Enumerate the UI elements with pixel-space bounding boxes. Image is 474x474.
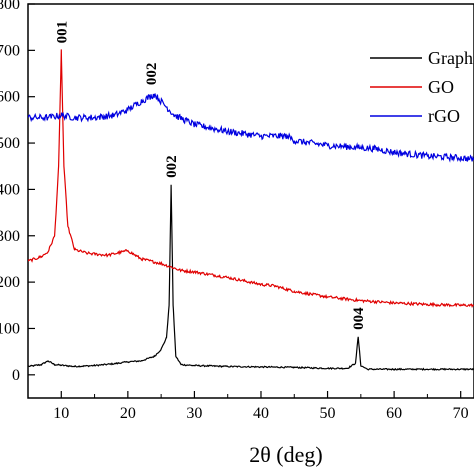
- series-line-graphite: [28, 184, 474, 371]
- y-tick-label: 0: [12, 367, 20, 384]
- peak-label-004: 004: [351, 307, 367, 330]
- x-tick-label: 60: [386, 405, 402, 422]
- peak-annotations: 001 002 002 004: [54, 21, 367, 330]
- legend-label-rgo: rGO: [428, 106, 460, 126]
- peak-label-001: 001: [54, 21, 70, 44]
- y-tick-label: 100: [0, 320, 20, 337]
- plot-area: [27, 3, 474, 399]
- peak-label-002: 002: [144, 63, 160, 86]
- series-line-rgo: [28, 92, 474, 163]
- legend-label-go: GO: [428, 77, 454, 97]
- y-tick-label: 600: [0, 89, 20, 106]
- x-tick-label: 30: [186, 405, 202, 422]
- x-tick-label: 10: [53, 405, 69, 422]
- y-tick-label: 500: [0, 135, 20, 152]
- series-layer: [28, 49, 474, 371]
- x-tick-label: 40: [253, 405, 269, 422]
- x-tick-label: 70: [453, 405, 469, 422]
- legend-label-graphite: Graphite: [428, 48, 474, 68]
- y-tick-label: 800: [0, 0, 20, 13]
- y-tick-label: 400: [0, 181, 20, 198]
- plot-frame: [27, 3, 474, 399]
- x-axis-title: 2θ (deg): [249, 442, 322, 467]
- y-axis-ticks: 0 100 200 300 400 500 600 700 800: [0, 0, 35, 384]
- peak-label-002: 002: [164, 155, 180, 178]
- x-tick-label: 50: [320, 405, 336, 422]
- x-tick-label: 20: [120, 405, 136, 422]
- y-tick-label: 200: [0, 274, 20, 291]
- x-axis-ticks: 10 20 30 40 50 60 70: [27, 391, 469, 422]
- series-line-go: [28, 49, 474, 308]
- y-tick-label: 700: [0, 42, 20, 59]
- y-tick-label: 300: [0, 228, 20, 245]
- legend: Graphite GO rGO: [370, 48, 474, 126]
